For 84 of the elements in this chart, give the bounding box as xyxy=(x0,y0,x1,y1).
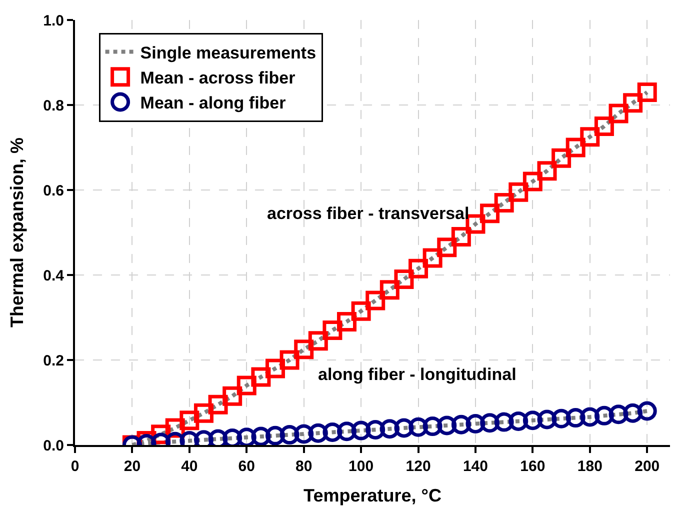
x-tick-label: 140 xyxy=(462,458,488,475)
point xyxy=(394,418,414,438)
point xyxy=(451,227,471,246)
point xyxy=(265,426,285,445)
point xyxy=(222,386,242,406)
point xyxy=(337,422,356,442)
point xyxy=(194,403,214,423)
point xyxy=(251,367,271,387)
point xyxy=(408,417,428,437)
point xyxy=(566,408,586,428)
x-tick-label: 180 xyxy=(577,458,602,475)
x-tick-label: 20 xyxy=(124,458,141,475)
point xyxy=(494,193,514,212)
point xyxy=(608,404,628,424)
point xyxy=(580,127,600,147)
point xyxy=(422,416,442,436)
point xyxy=(180,410,200,430)
point xyxy=(637,82,657,102)
point xyxy=(322,320,342,340)
point xyxy=(522,172,542,192)
point xyxy=(280,350,300,370)
x-tick-label: 0 xyxy=(70,458,80,475)
point xyxy=(552,408,572,428)
point xyxy=(566,138,586,158)
point xyxy=(366,420,386,440)
point xyxy=(236,376,256,396)
x-tick-label: 100 xyxy=(348,458,374,475)
legend-label: Mean - along fiber xyxy=(140,94,286,113)
point xyxy=(508,182,528,202)
point xyxy=(594,116,614,136)
point xyxy=(552,148,572,168)
annotation: across fiber - transversal xyxy=(267,204,470,223)
legend-label: Single measurements xyxy=(140,43,316,62)
annotation: along fiber - longitudinal xyxy=(318,365,516,384)
y-tick-label: 0.4 xyxy=(43,267,65,284)
point xyxy=(508,411,528,431)
x-axis-title: Temperature, °C xyxy=(304,486,442,506)
point xyxy=(351,420,371,440)
point xyxy=(451,414,471,434)
point xyxy=(394,270,414,289)
point xyxy=(608,104,628,124)
point xyxy=(351,301,371,321)
point xyxy=(337,312,356,332)
point xyxy=(308,331,328,351)
y-tick-label: 0.6 xyxy=(43,182,64,200)
point xyxy=(494,412,514,432)
y-tick-label: 0.2 xyxy=(43,352,64,370)
x-tick-label: 40 xyxy=(181,458,198,475)
point xyxy=(208,394,228,414)
x-tick-label: 200 xyxy=(634,458,660,475)
point xyxy=(594,406,614,426)
point xyxy=(308,423,328,443)
point xyxy=(480,413,500,433)
point xyxy=(537,410,557,430)
point xyxy=(380,419,400,439)
point xyxy=(422,248,442,268)
x-tick-label: 120 xyxy=(406,458,431,475)
point xyxy=(537,161,557,181)
point xyxy=(366,290,386,310)
y-axis-title: Thermal expansion, % xyxy=(6,137,27,328)
point xyxy=(380,280,400,300)
point xyxy=(580,407,600,427)
x-tick-label: 80 xyxy=(296,458,312,475)
point xyxy=(623,93,643,113)
y-tick-label: 0.8 xyxy=(43,97,64,114)
point xyxy=(294,340,314,360)
y-tick-label: 0.0 xyxy=(43,437,64,454)
point xyxy=(322,422,342,442)
point xyxy=(522,410,542,430)
point xyxy=(466,414,486,434)
y-tick-label: 1.0 xyxy=(43,12,64,30)
point xyxy=(480,204,500,224)
legend-label: Mean - across fiber xyxy=(140,68,296,88)
point xyxy=(265,358,285,378)
point xyxy=(437,238,457,258)
x-tick-label: 60 xyxy=(238,458,255,475)
point xyxy=(623,403,643,423)
point xyxy=(251,426,271,445)
point xyxy=(437,416,457,436)
x-tick-label: 160 xyxy=(520,458,546,475)
point xyxy=(408,258,428,278)
point xyxy=(280,425,300,445)
point xyxy=(637,401,657,421)
point xyxy=(294,424,314,444)
